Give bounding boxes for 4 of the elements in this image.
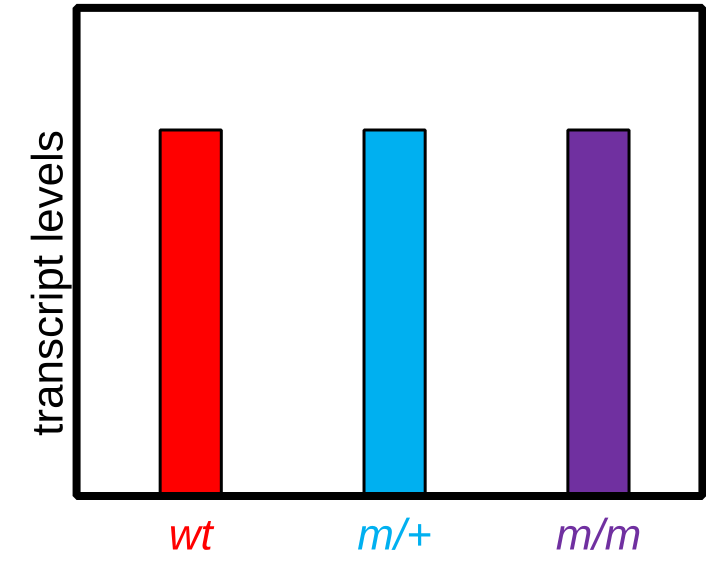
x-tick-label: wt <box>168 510 215 560</box>
y-axis-title: transcript levels <box>24 130 72 436</box>
x-tick-label: m/m <box>556 510 642 560</box>
x-tick-label: m/+ <box>357 510 432 560</box>
